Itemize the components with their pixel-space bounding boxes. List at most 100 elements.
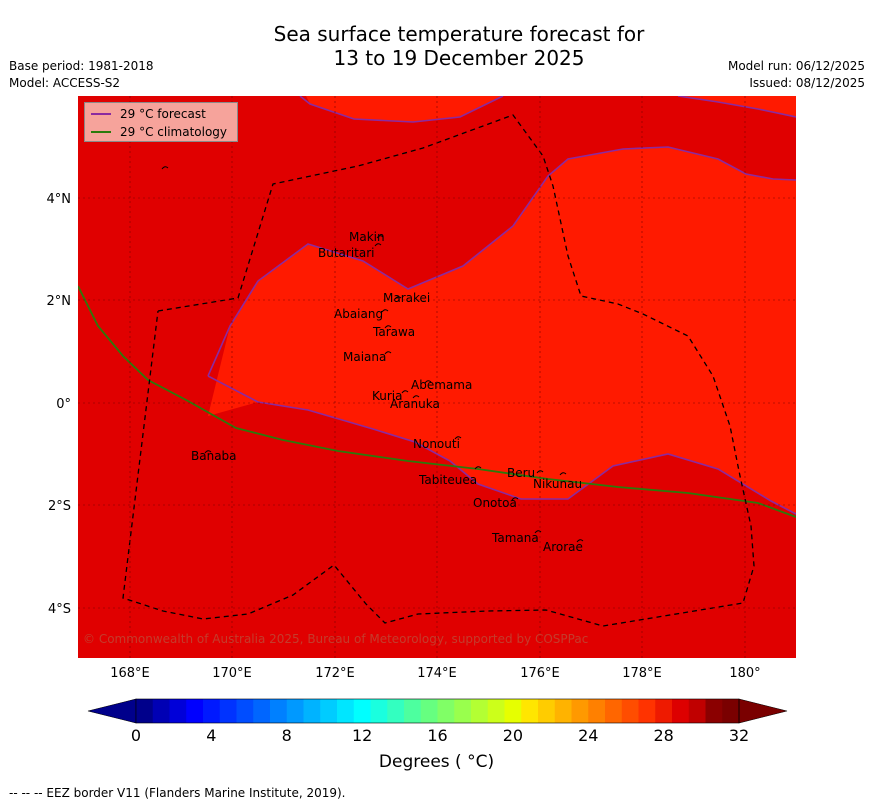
colorbar-segment [370,699,388,723]
eez-note: -- -- -- EEZ border V11 (Flanders Marine… [9,786,346,800]
place-label: Kuria [372,389,403,403]
place-label: Beru [507,466,535,480]
colorbar-segment [186,699,204,723]
colorbar-segment [253,699,271,723]
colorbar-segment [454,699,472,723]
lat-tick-label: 2°S [48,499,71,514]
colorbar-segment [337,699,355,723]
lon-tick-label: 168°E [110,666,150,681]
colorbar-segment [722,699,740,723]
colorbar-segment [471,699,489,723]
colorbar-segment [621,699,639,723]
island-outline [381,309,389,313]
colorbar-tick-label: 20 [503,726,523,745]
colorbar-segment [320,699,338,723]
lat-tick-label: 0° [56,397,71,412]
colorbar-segment [420,699,438,723]
colorbar-segment [538,699,556,723]
colorbar-segment [203,699,221,723]
place-label: Onotoa [473,496,517,510]
copyright-notice: © Commonwealth of Australia 2025, Bureau… [83,632,589,646]
base-period: Base period: 1981-2018 [9,59,154,73]
island-outline [394,296,402,300]
colorbar-segment [152,699,170,723]
axis-labels: 168°E 170°E 172°E 174°E 176°E 178°E 180° 4°N 2°N… [47,192,761,681]
island-outline [384,325,392,329]
colorbar-under-arrow [87,698,137,724]
lat-tick-label: 4°N [47,192,72,207]
island-outline [412,395,420,399]
place-label: Banaba [191,449,237,463]
colorbar-segment [353,699,371,723]
island-outline [474,466,482,470]
place-label: Marakei [383,291,430,305]
colorbar-segment [387,699,405,723]
island-outline [374,243,382,247]
colorbar-segment [605,699,623,723]
colorbar-tick-label: 4 [206,726,216,745]
lon-tick-label: 172°E [315,666,355,681]
colorbar-over-arrow [738,698,788,724]
colorbar-tick-label: 16 [427,726,447,745]
lon-tick-label: 180° [729,666,760,681]
model-name: Model: ACCESS-S2 [9,76,121,90]
place-label: Tarawa [372,325,415,339]
place-label: Butaritari [318,246,375,260]
island-markers [161,166,584,543]
colorbar-segment [437,699,455,723]
island-outline [511,497,519,501]
place-label: Abaiang [334,307,383,321]
colorbar-segment [270,699,288,723]
colorbar-tick-label: 28 [653,726,673,745]
colorbar-frame [135,698,740,724]
colorbar-tick-label: 0 [131,726,141,745]
issued-date: Issued: 08/12/2025 [749,76,865,90]
colorbar-segment [705,699,723,723]
chart-title: Sea surface temperature forecast for 13 … [0,22,873,70]
island-outline [401,390,409,394]
island-outline [376,235,384,239]
map-panel: Makin Butaritari Marakei Abaiang Tarawa Maian… [78,96,796,658]
island-outline [204,450,212,454]
colorbar-segment [404,699,422,723]
model-run: Model run: 06/12/2025 [727,59,865,73]
colorbar-segment [286,699,304,723]
forecast-contour [207,96,796,515]
place-label: Makin [349,230,385,244]
colorbar-segment [655,699,673,723]
island-outline [384,351,392,355]
colorbar-tick-label: 12 [352,726,372,745]
climatology-swatch [91,131,111,133]
colorbar-tick-label: 24 [578,726,598,745]
colorbar-segment [521,699,539,723]
map-grid [78,96,796,658]
meta-left: Base period: 1981-2018 Model: ACCESS-S2 [9,58,154,92]
contour-legend: 29 °C forecast 29 °C climatology [84,102,238,142]
island-outline [534,530,542,534]
colorbar-tick-label: 32 [729,726,749,745]
island-outline [559,472,567,476]
colorbar-segment [487,699,505,723]
colorbar-segment [672,699,690,723]
colorbar-segment [638,699,656,723]
place-label: Maiana [343,350,386,364]
legend-climatology-label: 29 °C climatology [120,125,228,139]
lon-tick-label: 176°E [520,666,560,681]
lon-tick-label: 178°E [622,666,662,681]
colorbar-segment [169,699,187,723]
colorbar-segment [588,699,606,723]
colorbar-segment [219,699,237,723]
climatology-contour [78,285,796,518]
colorbar-segment [504,699,522,723]
place-label: Nikunau [533,477,582,491]
island-outline [454,436,462,440]
legend-climatology: 29 °C climatology [91,124,227,140]
colorbar-segment [688,699,706,723]
place-label: Tabiteuea [418,473,477,487]
island-outline [576,539,584,543]
colorbar-segment [571,699,589,723]
place-label: Abemama [411,378,472,392]
place-label: Arorae [543,540,583,554]
colorbar-segment [554,699,572,723]
